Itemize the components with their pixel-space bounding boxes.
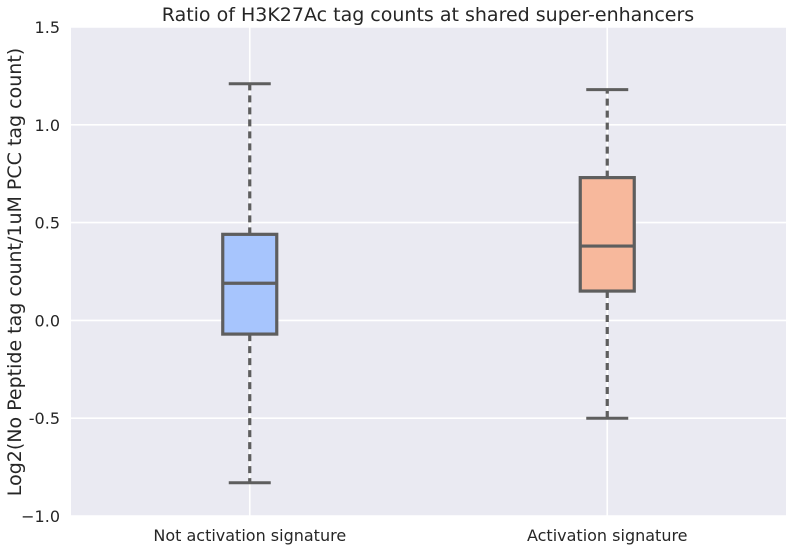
x-tick-label: Not activation signature (153, 526, 346, 545)
y-tick-label: 0.5 (35, 214, 60, 233)
y-tick-label: -0.5 (29, 409, 60, 428)
x-tick-label: Activation signature (527, 526, 688, 545)
y-tick-label: 1.5 (35, 18, 60, 37)
y-tick-label: −1.0 (21, 507, 60, 526)
y-tick-labels: −1.0 -0.5 0.0 0.5 1.0 1.5 (21, 18, 60, 526)
chart-title: Ratio of H3K27Ac tag counts at shared su… (162, 4, 694, 26)
box-iqr (578, 176, 636, 293)
plot-area-background (71, 27, 786, 516)
y-axis-label: Log2(No Peptide tag count/1uM PCC tag co… (4, 48, 26, 496)
box-marks (221, 82, 636, 485)
y-tick-label: 0.0 (35, 311, 60, 330)
y-tick-label: 1.0 (35, 116, 60, 135)
x-tick-labels: Not activation signature Activation signa… (153, 526, 687, 545)
